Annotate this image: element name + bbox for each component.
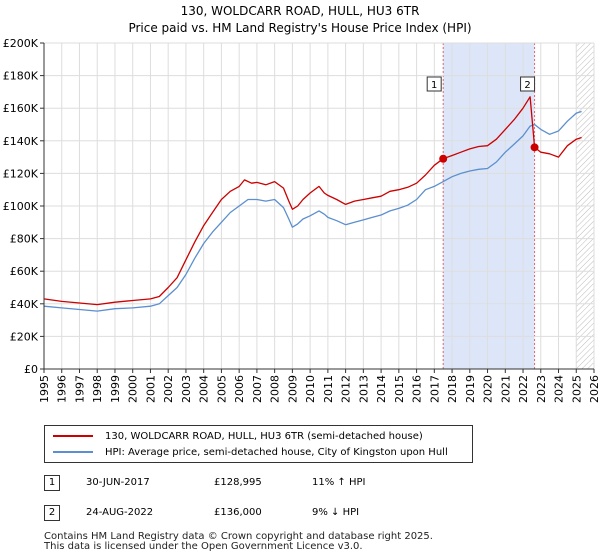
x-tick-label: 2003 (180, 375, 193, 403)
x-tick-label: 1997 (73, 375, 86, 403)
legend-swatch-hpi (53, 451, 93, 453)
x-tick-label: 1998 (91, 375, 104, 403)
x-tick-label: 2022 (517, 375, 530, 403)
x-tick-label: 2006 (233, 375, 246, 403)
y-tick-label: £200K (3, 37, 39, 50)
footer: Contains HM Land Registry data © Crown c… (44, 532, 433, 552)
table-row: 1 30-JUN-2017 £128,995 11% ↑ HPI (44, 474, 444, 494)
y-tick-label: £60K (10, 265, 39, 278)
annotation-box (426, 76, 442, 92)
annotation-label: 1 (431, 80, 437, 91)
x-tick-label: 2023 (535, 375, 548, 403)
x-tick-label: 2016 (411, 375, 424, 403)
property-price-line (43, 96, 582, 306)
x-tick-label: 2009 (286, 375, 299, 403)
x-tick-label: 2001 (144, 375, 157, 403)
y-tick-label: £120K (3, 167, 39, 180)
x-tick-label: 2000 (127, 375, 140, 403)
legend-label-property: 130, WOLDCARR ROAD, HULL, HU3 6TR (semi-… (105, 430, 423, 442)
legend-swatch-property (53, 435, 93, 437)
transaction-hpi-diff: 11% ↑ HPI (312, 477, 366, 488)
x-tick-label: 2013 (357, 375, 370, 403)
transaction-hpi-diff: 9% ↓ HPI (312, 507, 360, 518)
legend-item-property: 130, WOLDCARR ROAD, HULL, HU3 6TR (semi-… (53, 428, 423, 444)
y-tick-label: £40K (10, 298, 39, 311)
x-tick-label: 2008 (269, 375, 282, 403)
y-tick-label: £140K (3, 135, 39, 148)
x-tick-label: 2021 (499, 375, 512, 403)
x-tick-label: 2017 (428, 375, 441, 403)
transaction-point (439, 154, 448, 163)
hpi-line (43, 110, 582, 312)
x-tick-label: 2024 (553, 375, 566, 403)
x-tick-label: 2015 (393, 375, 406, 403)
transaction-marker: 2 (44, 505, 60, 521)
x-tick-label: 1996 (56, 375, 69, 403)
y-tick-label: £160K (3, 102, 39, 115)
x-tick-label: 2004 (198, 375, 211, 403)
y-tick-label: £100K (3, 200, 39, 213)
y-tick-label: £180K (3, 70, 39, 83)
legend-label-hpi: HPI: Average price, semi-detached house,… (105, 446, 448, 458)
x-tick-label: 2005 (215, 375, 228, 403)
chart-legend: 130, WOLDCARR ROAD, HULL, HU3 6TR (semi-… (44, 425, 473, 463)
x-tick-label: 1999 (109, 375, 122, 403)
annotation-label: 2 (524, 80, 530, 91)
x-tick-label: 2014 (375, 375, 388, 403)
chart-title: 130, WOLDCARR ROAD, HULL, HU3 6TR (180, 4, 420, 18)
transaction-point (530, 143, 539, 152)
annotation-box (520, 76, 536, 92)
y-tick-label: £20K (10, 330, 39, 343)
table-row: 2 24-AUG-2022 £136,000 9% ↓ HPI (44, 504, 444, 524)
x-tick-label: 2002 (162, 375, 175, 403)
transaction-price: £128,995 (214, 477, 262, 488)
legend-item-hpi: HPI: Average price, semi-detached house,… (53, 444, 448, 460)
x-tick-label: 2012 (340, 375, 353, 403)
x-tick-label: 2019 (464, 375, 477, 403)
x-tick-label: 2007 (251, 375, 264, 403)
transaction-price: £136,000 (214, 507, 262, 518)
transaction-date: 24-AUG-2022 (86, 507, 154, 518)
x-tick-label: 2020 (482, 375, 495, 403)
chart-subtitle: Price paid vs. HM Land Registry's House … (128, 21, 472, 35)
x-tick-label: 1995 (38, 375, 51, 403)
x-tick-label: 2025 (570, 375, 583, 403)
footer-copyright: Contains HM Land Registry data © Crown c… (44, 531, 433, 542)
x-tick-label: 2011 (322, 375, 335, 403)
price-chart: 1 2 £0 £20K £40K £60K £80K £100K £120K £140K £160… (3, 37, 600, 403)
footer-license: This data is licensed under the Open Gov… (44, 541, 363, 552)
x-tick-label: 2018 (446, 375, 459, 403)
y-tick-label: £0 (24, 363, 38, 376)
transaction-date: 30-JUN-2017 (86, 477, 150, 488)
x-tick-label: 2010 (304, 375, 317, 403)
transaction-marker: 1 (44, 475, 60, 491)
x-tick-label: 2026 (588, 375, 600, 403)
y-tick-label: £80K (10, 233, 39, 246)
